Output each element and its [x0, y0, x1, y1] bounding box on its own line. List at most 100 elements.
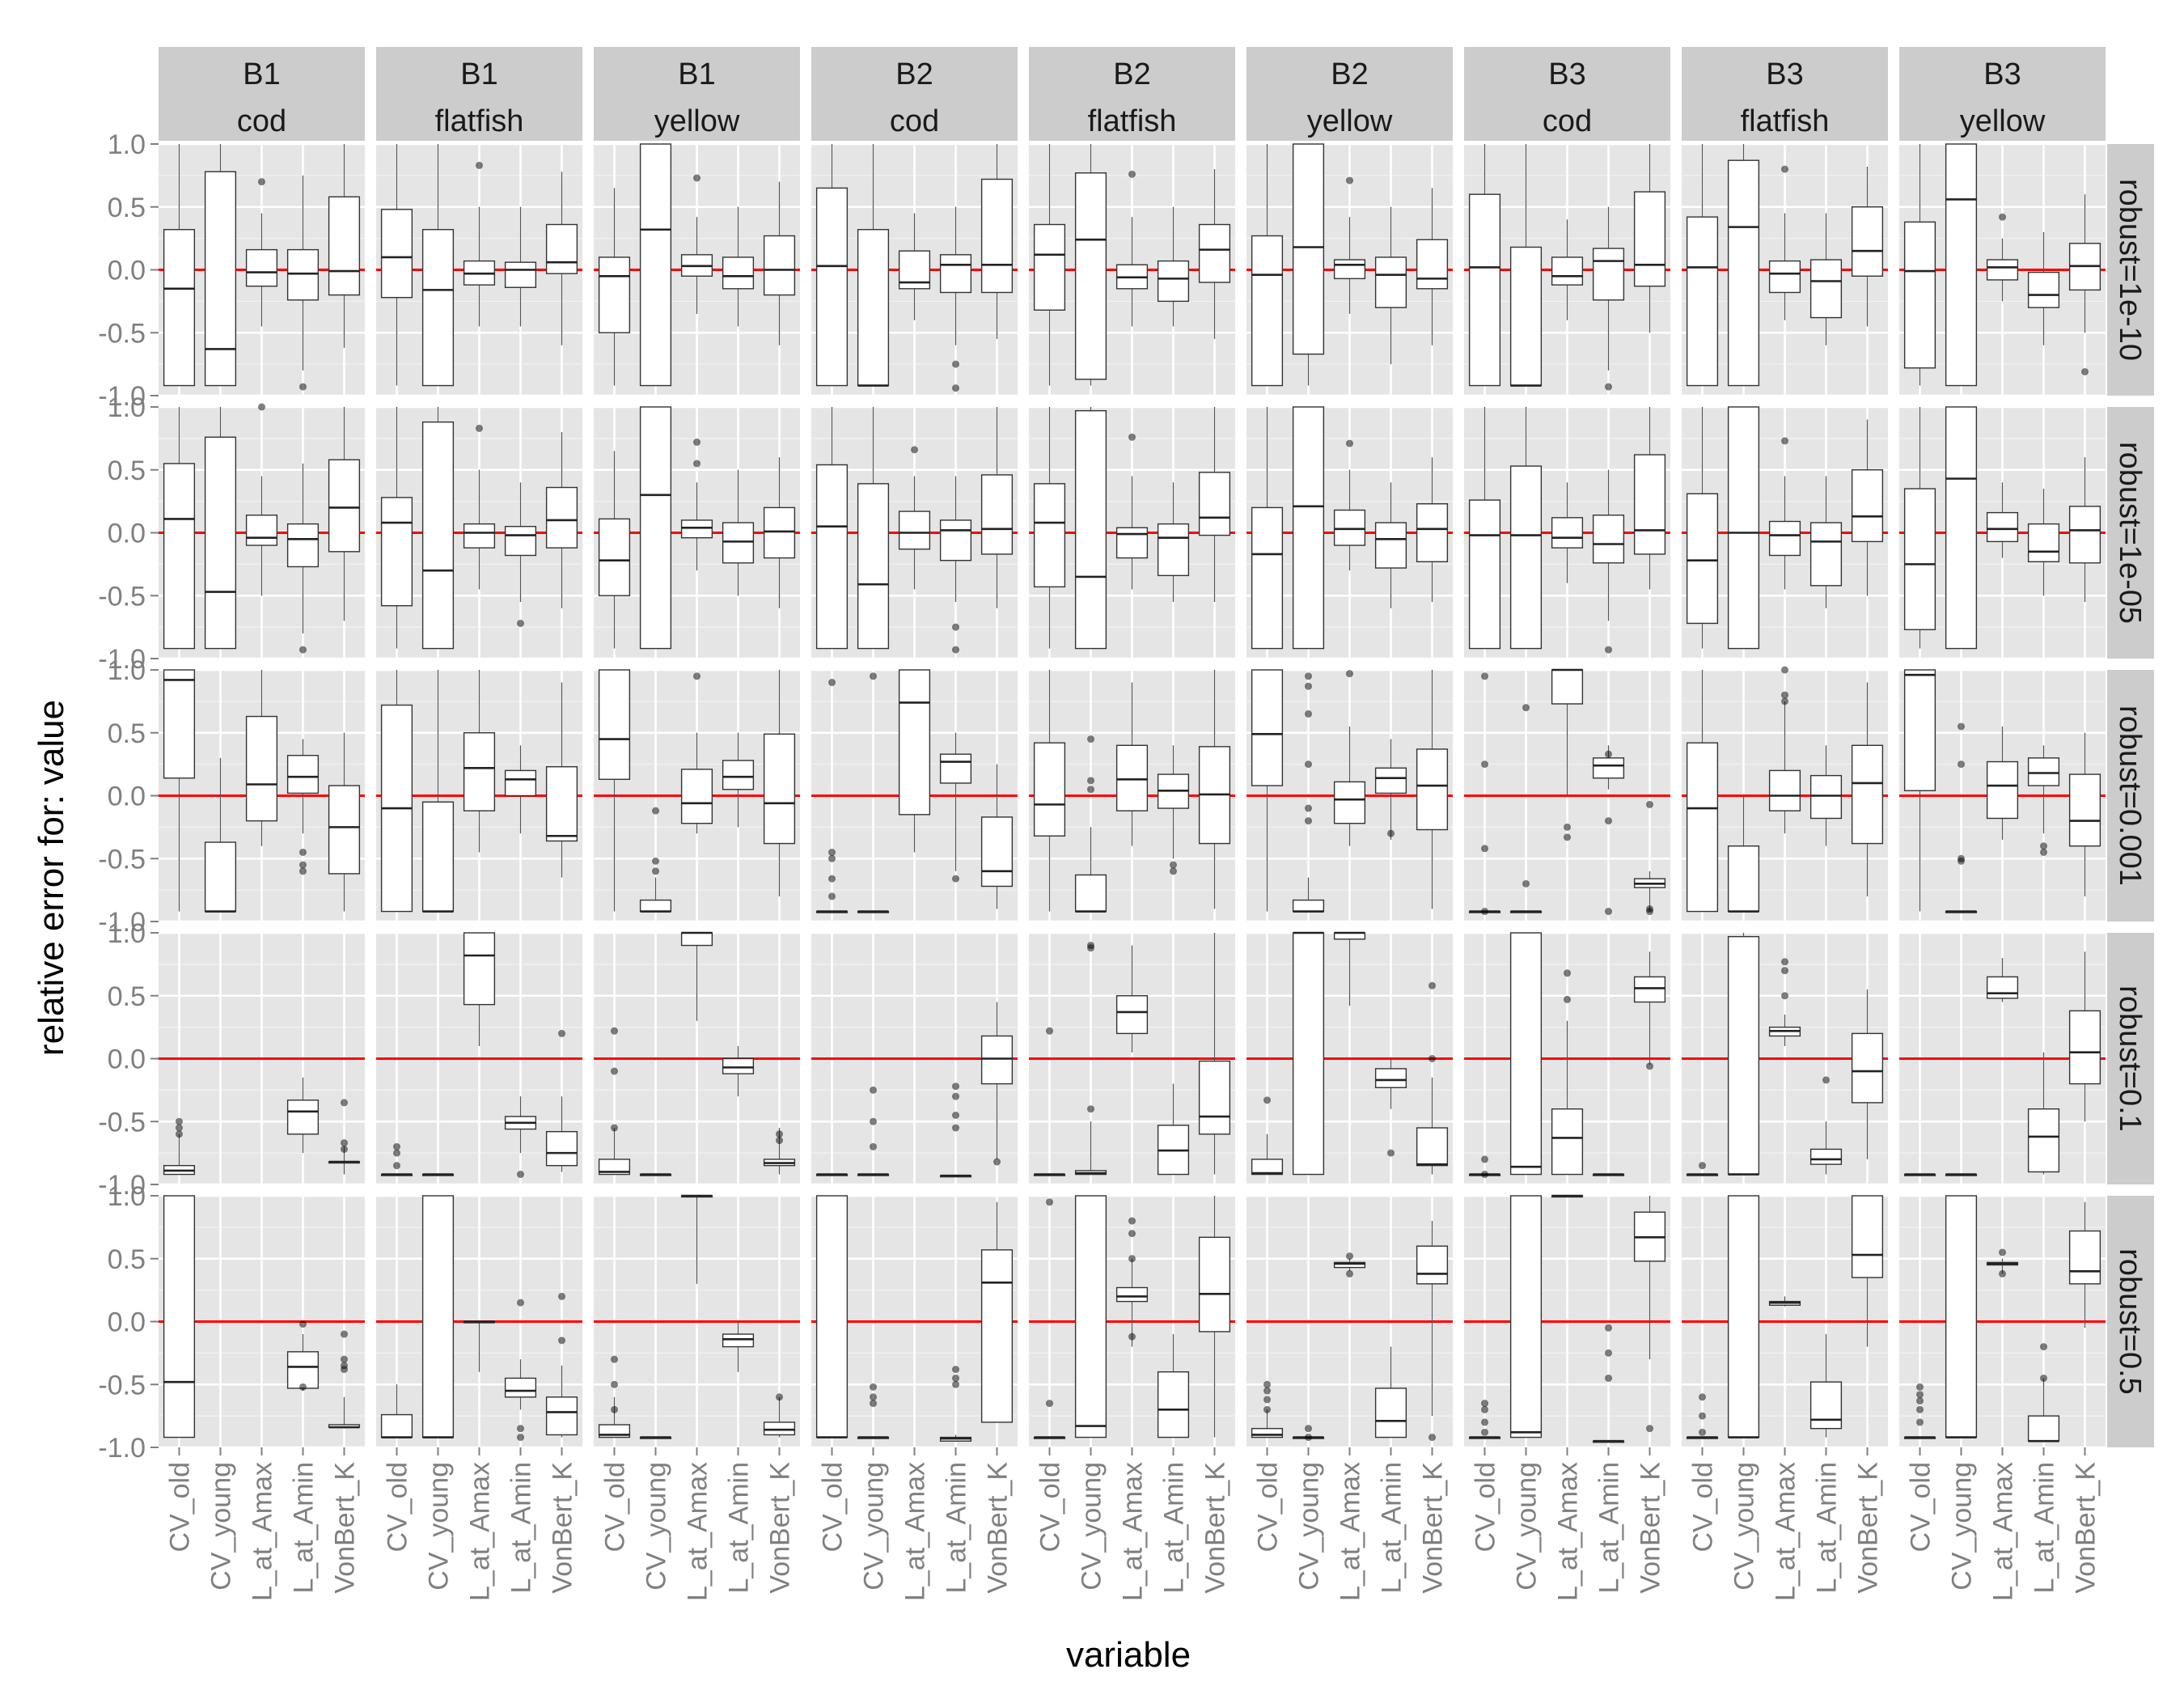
boxplot-CV_old — [380, 144, 413, 386]
box-iqr — [245, 248, 278, 287]
boxplot-CV_young — [1945, 722, 1978, 913]
box-iqr — [1292, 143, 1325, 355]
box-iqr — [1686, 216, 1719, 387]
outlier-point — [1781, 697, 1788, 705]
boxplot-CV_young — [857, 1383, 890, 1439]
outlier-point — [1781, 437, 1788, 445]
outlier-point — [1128, 1255, 1136, 1263]
boxplot-VonBert_K — [1416, 1221, 1449, 1442]
outlier-point — [828, 854, 836, 862]
outlier-point — [828, 892, 836, 900]
outlier-point — [1263, 1396, 1271, 1404]
box-iqr — [163, 463, 196, 650]
boxplot-CV_old — [1468, 407, 1501, 650]
strip-label-top: B2 — [895, 57, 933, 91]
box-iqr — [1686, 742, 1719, 913]
box-iqr — [722, 760, 755, 790]
outlier-point — [258, 178, 265, 186]
y-tick-label: 0.0 — [108, 1307, 146, 1338]
outlier-point — [911, 446, 918, 454]
boxplot-CV_young — [204, 407, 237, 650]
outlier-point — [1263, 1096, 1271, 1104]
box-iqr — [545, 766, 578, 842]
outlier-point — [176, 1130, 183, 1138]
box-iqr — [980, 1249, 1014, 1423]
outlier-point — [341, 1355, 348, 1363]
outlier-point — [2040, 842, 2047, 850]
boxplot-CV_old — [815, 407, 849, 650]
box-iqr — [245, 515, 278, 546]
boxplot-L_at_Amin — [504, 1299, 537, 1442]
box-iqr — [722, 1333, 755, 1348]
outlier-point — [828, 875, 836, 883]
boxplot-L_at_Amin — [939, 1083, 972, 1178]
outlier-point — [870, 1400, 877, 1408]
outlier-point — [1564, 833, 1571, 841]
outlier-point — [952, 360, 959, 368]
box-iqr — [1292, 406, 1325, 650]
y-tick-label: 1.0 — [108, 918, 146, 949]
boxplot-L_at_Amin — [1592, 1324, 1625, 1443]
boxplot-CV_young — [1292, 672, 1325, 913]
outlier-point — [776, 1130, 783, 1138]
box-iqr — [898, 669, 931, 816]
y-tick-label: 0.5 — [108, 193, 146, 223]
y-tick-label: -0.5 — [98, 1370, 146, 1400]
box-iqr — [1727, 159, 1760, 387]
row-strip: robust=1e-05 — [2107, 407, 2154, 659]
box-iqr — [1592, 515, 1625, 564]
outlier-point — [1699, 1428, 1706, 1436]
outlier-point — [1605, 908, 1612, 916]
y-tick-label: -1.0 — [98, 644, 146, 675]
boxplot-CV_old — [598, 669, 631, 912]
outlier-point — [1346, 176, 1353, 184]
box-iqr — [1986, 976, 2019, 999]
strip-background — [594, 47, 800, 141]
outlier-point — [611, 1355, 618, 1363]
boxplot-L_at_Amin — [504, 745, 537, 834]
boxplot-VonBert_K — [2068, 457, 2101, 603]
strip-label-bottom: yellow — [654, 104, 740, 138]
x-tick-label: CV_young — [1729, 1462, 1760, 1591]
box-iqr — [639, 143, 672, 387]
boxplot-L_at_Amax — [898, 446, 931, 590]
outlier-point — [393, 1142, 400, 1150]
outlier-point — [1046, 1400, 1053, 1408]
boxplot-L_at_Amax — [463, 424, 496, 590]
outlier-point — [1128, 170, 1136, 178]
outlier-point — [870, 1142, 877, 1150]
box-iqr — [639, 406, 672, 650]
outlier-point — [1958, 722, 1965, 731]
box-iqr — [1333, 259, 1366, 280]
outlier-point — [1087, 944, 1094, 952]
facet-panel — [811, 668, 1018, 923]
boxplot-CV_young — [1292, 143, 1325, 386]
strip-label-top: B1 — [460, 57, 497, 91]
outlier-point — [517, 1299, 524, 1307]
box-iqr — [939, 519, 972, 561]
strip-label-bottom: cod — [237, 104, 286, 138]
box-iqr — [163, 1195, 196, 1438]
boxplot-VonBert_K — [2068, 194, 2101, 375]
boxplot-VonBert_K — [1198, 407, 1231, 603]
boxplot-L_at_Amin — [504, 482, 537, 627]
outlier-point — [1916, 1383, 1924, 1391]
outlier-point — [1958, 857, 1965, 865]
column-strip: B1 cod — [159, 47, 365, 141]
box-iqr — [980, 1035, 1014, 1085]
facet-panel — [1029, 142, 1235, 397]
boxplot-L_at_Amin — [286, 739, 320, 875]
outlier-point — [1646, 800, 1653, 808]
boxplot-L_at_Amax — [1768, 1296, 1801, 1307]
boxplot-VonBert_K — [545, 1292, 578, 1438]
boxplot-L_at_Amax — [1115, 682, 1149, 846]
box-iqr — [1416, 1245, 1449, 1285]
x-tick-label: L_at_Amin — [1812, 1462, 1843, 1594]
box-iqr — [1033, 742, 1066, 837]
strip-background — [1899, 47, 2106, 141]
outlier-point — [1605, 646, 1612, 654]
y-tick-label: 1.0 — [108, 129, 146, 160]
strip-label-bottom: flatfish — [1088, 104, 1177, 138]
outlier-point — [611, 1067, 618, 1075]
